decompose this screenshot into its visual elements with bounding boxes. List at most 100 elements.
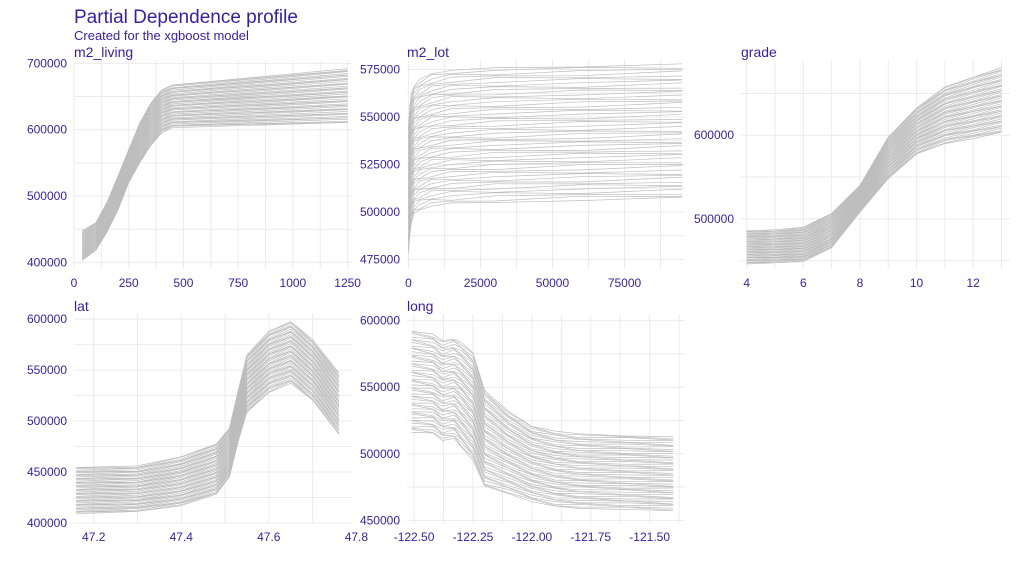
profile-line — [408, 130, 683, 189]
y-tick-label: 400000 — [27, 255, 67, 269]
profile-line — [411, 422, 674, 505]
profile-line — [746, 80, 1002, 238]
profile-lines — [76, 321, 340, 515]
profile-line — [76, 334, 340, 478]
profile-line — [746, 120, 1002, 258]
profile-line — [411, 432, 674, 511]
y-tick-label: 525000 — [360, 158, 400, 172]
x-tick-label: 8 — [857, 276, 864, 290]
profile-line — [746, 73, 1002, 235]
profile-line — [411, 369, 674, 465]
x-tick-label: 25000 — [464, 276, 498, 290]
profile-line — [408, 195, 683, 250]
x-tick-label: 0 — [405, 276, 412, 290]
profile-line — [411, 398, 674, 488]
profile-line — [411, 403, 674, 492]
profile-line — [411, 330, 674, 437]
profile-line — [408, 106, 683, 169]
profile-line — [76, 325, 340, 471]
profile-line — [411, 363, 674, 464]
profile-line — [76, 359, 340, 497]
profile-line — [411, 387, 674, 481]
profile-line — [408, 181, 683, 239]
profile-line — [411, 395, 674, 485]
panel-title: grade — [741, 44, 777, 60]
profile-line — [746, 95, 1002, 245]
y-tick-label: 600000 — [360, 314, 400, 328]
profile-line — [81, 68, 348, 232]
chart-subtitle: Created for the xgboost model — [74, 28, 249, 43]
profile-line — [408, 78, 683, 139]
panel-grid — [741, 60, 1010, 269]
x-tick-label: 1250 — [334, 276, 361, 290]
profile-line — [746, 131, 1002, 265]
profile-line — [411, 375, 674, 470]
x-tick-label: 1000 — [280, 276, 307, 290]
profile-line — [76, 321, 340, 468]
profile-line — [408, 196, 683, 254]
profile-line — [76, 374, 340, 508]
profile-line — [81, 100, 348, 248]
profile-line — [408, 173, 683, 229]
profile-line — [411, 355, 674, 457]
profile-line — [408, 75, 683, 139]
profile-line — [408, 150, 683, 209]
profile-line — [411, 347, 674, 450]
profile-line — [746, 110, 1002, 254]
profile-line — [81, 104, 348, 251]
profile-line — [746, 110, 1002, 253]
x-tick-label: 10 — [910, 276, 924, 290]
profile-line — [411, 402, 674, 489]
profile-line — [411, 417, 674, 500]
profile-line — [76, 337, 340, 480]
profile-line — [76, 354, 340, 493]
profile-line — [411, 419, 674, 502]
profile-line — [411, 380, 674, 476]
profile-line — [408, 164, 683, 220]
profile-line — [76, 345, 340, 487]
panel-title: long — [407, 298, 433, 314]
profile-line — [411, 371, 674, 468]
profile-line — [81, 91, 348, 244]
x-tick-label: 750 — [228, 276, 248, 290]
x-tick-label: 6 — [800, 276, 807, 290]
profile-line — [746, 85, 1002, 242]
profile-line — [408, 132, 683, 191]
y-tick-label: 550000 — [360, 110, 400, 124]
profile-line — [746, 121, 1002, 259]
y-tick-label: 500000 — [27, 414, 67, 428]
profile-line — [746, 67, 1002, 232]
panel-grade: grade 4 6 8 10 12 500000 600000 — [694, 44, 1010, 290]
x-tick-label: 75000 — [608, 276, 642, 290]
x-tick-label: -122.25 — [453, 530, 494, 544]
profile-line — [411, 404, 674, 494]
x-tick-label: -121.75 — [570, 530, 611, 544]
profile-line — [411, 426, 674, 507]
profile-line — [81, 74, 348, 234]
profile-line — [746, 131, 1002, 264]
profile-line — [76, 357, 340, 495]
profile-line — [76, 331, 340, 476]
x-tick-label: 0 — [71, 276, 78, 290]
x-tick-label: -122.50 — [394, 530, 435, 544]
profile-line — [746, 116, 1002, 257]
profile-line — [411, 331, 674, 440]
profile-line — [411, 428, 674, 511]
profile-line — [411, 342, 674, 447]
profile-line — [411, 393, 674, 483]
profile-line — [411, 428, 674, 509]
x-tick-label: -121.50 — [629, 530, 670, 544]
profile-lines — [408, 63, 683, 254]
profile-line — [81, 80, 348, 239]
x-tick-label: 4 — [743, 276, 750, 290]
profile-line — [81, 96, 348, 246]
profile-line — [746, 105, 1002, 250]
panel-m2-living: m2_living 0 250 500 750 1000 1250 400000 500000 6… — [27, 44, 361, 290]
y-tick-label: 600000 — [27, 312, 67, 326]
y-tick-label: 450000 — [360, 513, 400, 527]
profile-line — [746, 100, 1002, 248]
profile-line — [411, 336, 674, 441]
y-tick-label: 600000 — [27, 123, 67, 137]
panel-lat: lat 47.2 47.4 47.6 47.8 400000 450000 500000 550… — [27, 298, 368, 544]
profile-line — [81, 112, 348, 255]
